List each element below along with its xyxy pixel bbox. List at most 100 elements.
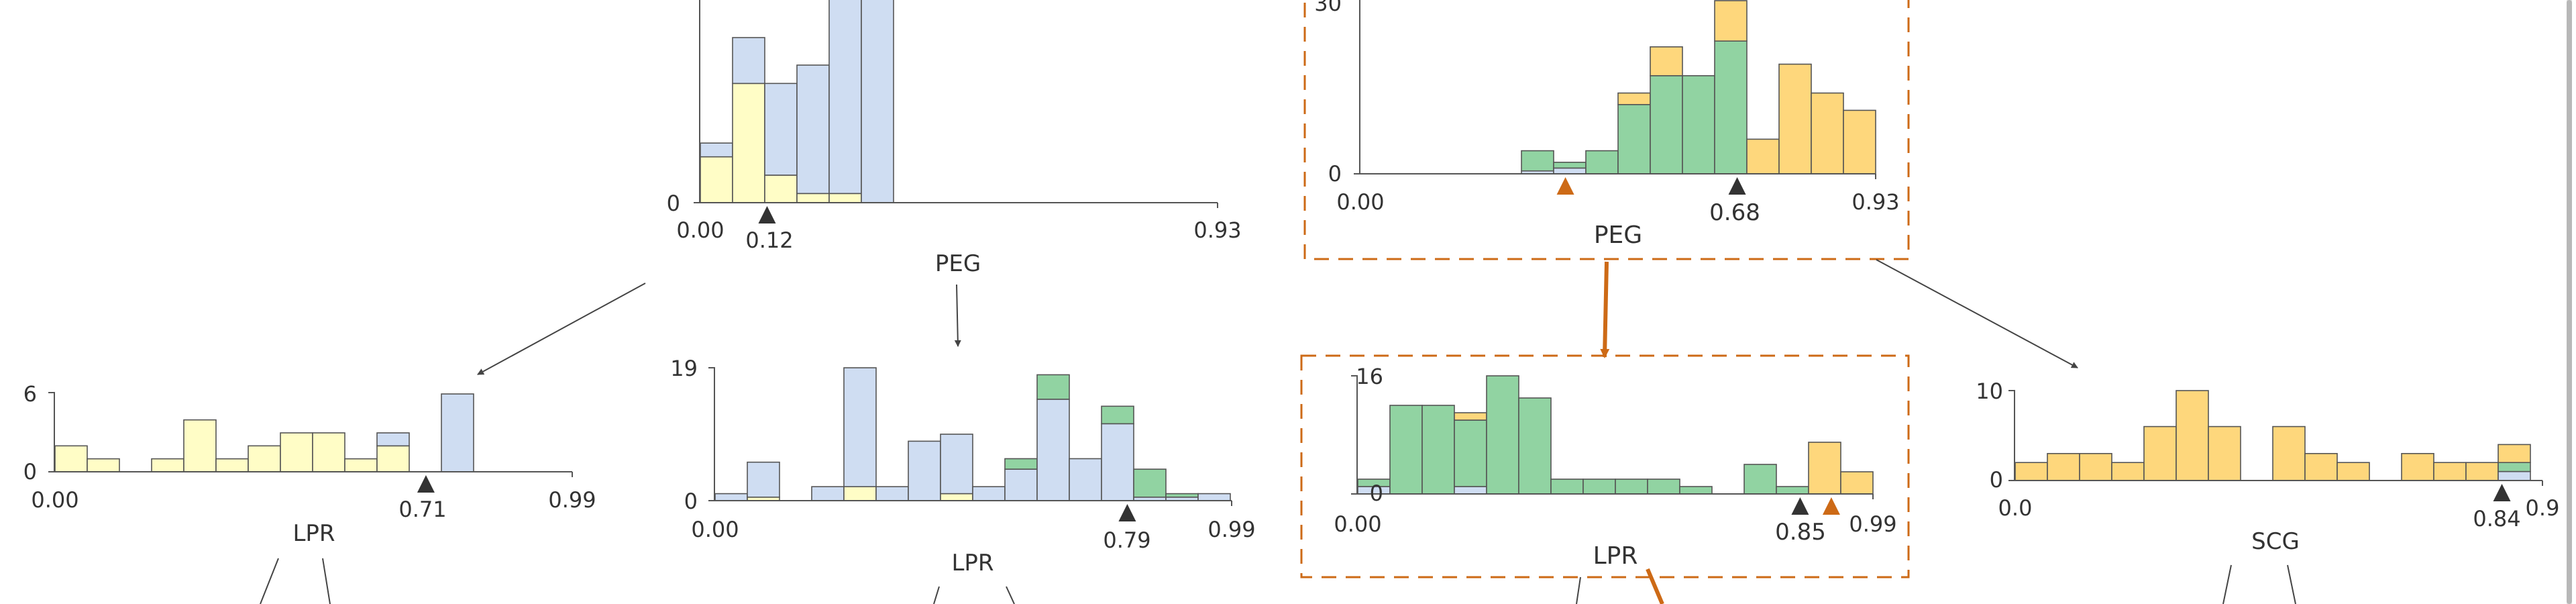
y-tick-label-max: 30 (1314, 0, 1342, 16)
bar-segment (747, 461, 780, 498)
scrollbar-thumb[interactable] (2567, 0, 2572, 604)
bar-segment (2304, 452, 2338, 481)
y-tick-label-0: 0 (1328, 161, 1342, 187)
edge-n4-right (1006, 586, 1015, 604)
y-tick-label-max: 19 (670, 356, 698, 381)
axis-tick-label-min: 0.0 (1998, 495, 2033, 521)
bar-segment (1617, 104, 1651, 174)
edge-n3-left (260, 558, 279, 604)
histogram-plot (1354, 0, 1876, 195)
edge-n2-n5 (1600, 261, 1610, 358)
split-marker (1728, 177, 1746, 195)
bar-segment (1650, 75, 1683, 174)
axis-tick-label-max: 0.93 (1851, 189, 1899, 215)
histogram-node-lpr-left[interactable]: 6 0 0.00 0.99 0.71 LPR (23, 381, 596, 547)
split-value-label: 0.85 (1775, 519, 1826, 546)
bar-segment (875, 486, 909, 501)
bar-segment (843, 486, 877, 501)
bar-segment (2498, 444, 2531, 464)
y-tick-label-0: 0 (1370, 481, 1383, 506)
y-tick-label-0: 0 (684, 489, 698, 514)
bar-segment (2401, 452, 2434, 481)
edge-n6-left (2222, 564, 2232, 604)
bar-segment (1553, 162, 1587, 169)
bar-segment (280, 432, 313, 472)
bar-segment (1714, 40, 1748, 174)
bar-segment (2272, 425, 2306, 481)
histogram-node-peg-root[interactable]: 0.00 0.93 0 0.12 PEG (667, 0, 1242, 277)
bar-segment (2111, 462, 2145, 481)
y-tick-label-0: 0 (667, 191, 680, 216)
bar-segment (732, 37, 765, 85)
bar-segment (940, 493, 973, 501)
edge-n3-right (322, 558, 331, 604)
bar-segment (1776, 486, 1809, 495)
split-marker (1556, 177, 1574, 195)
edge-n1-n4 (954, 284, 961, 347)
bar-segment (376, 445, 410, 472)
histogram-node-lpr-selected[interactable]: 16 0 0.00 0.99 0.85 LPR (1334, 364, 1896, 570)
bar-segment (1389, 405, 1423, 495)
y-tick-label-max: 16 (1356, 364, 1383, 389)
bar-segment (861, 0, 894, 203)
bar-segment (828, 0, 862, 195)
bar-segment (700, 156, 733, 203)
split-marker (417, 475, 435, 493)
bar-segment (183, 419, 217, 472)
bar-segment (1679, 486, 1713, 495)
bar-segment (1811, 92, 1844, 174)
axis-tick-label-max: 0.99 (1208, 517, 1255, 542)
histogram-node-peg-selected[interactable]: 30 0 0.00 0.93 0.68 PEG (1314, 0, 1900, 249)
bar-segment (1069, 458, 1102, 501)
bar-segment (940, 434, 973, 495)
bar-segment (700, 142, 733, 158)
bar-segment (248, 445, 281, 472)
histogram-plot (708, 367, 1232, 521)
y-tick-label-max: 6 (23, 381, 37, 407)
bar-segment (2337, 462, 2370, 481)
bar-segment (1454, 412, 1487, 421)
bar-segment (1486, 375, 1519, 495)
feature-label: PEG (1594, 221, 1642, 249)
edge-n2-n6 (1876, 259, 2078, 368)
feature-label: PEG (935, 250, 981, 277)
bar-segment (1778, 63, 1812, 174)
axis-tick-label-max: 0.93 (1193, 217, 1241, 243)
bar-segment (1585, 150, 1619, 174)
histogram-node-lpr-middle[interactable]: 19 0 0.00 0.99 0.79 LPR (670, 356, 1255, 576)
vertical-scrollbar[interactable] (2567, 0, 2572, 604)
axis-tick-label-max: 0.99 (1849, 511, 1896, 537)
y-tick-label-0: 0 (1990, 467, 2003, 493)
bar-segment (1743, 464, 1777, 495)
split-marker (2493, 484, 2511, 501)
axis-tick-label-min: 0.00 (691, 517, 739, 542)
split-marker (1118, 504, 1136, 521)
axis-tick-label-max: 0.99 (548, 487, 596, 513)
bar-segment (796, 64, 830, 195)
bar-segment (1550, 479, 1584, 495)
feature-label: LPR (292, 520, 335, 547)
bar-segment (1133, 468, 1167, 498)
histogram-node-scg-right[interactable]: 10 0 0.0 0.9 0.84 SCG (1976, 379, 2559, 555)
bar-segment (764, 174, 798, 203)
highlight-box-n2 (1303, 0, 1910, 260)
bar-segment (151, 458, 184, 472)
bar-segment (1521, 150, 1554, 172)
bar-segment (2047, 452, 2080, 481)
bar-segment (215, 458, 249, 472)
bar-segment (1454, 419, 1487, 487)
bar-segment (1197, 493, 1231, 501)
bar-segment (714, 493, 748, 501)
feature-label: SCG (2251, 528, 2300, 555)
bar-segment (312, 432, 345, 472)
bar-segment (811, 486, 845, 501)
axis-tick-label-max: 0.9 (2526, 495, 2560, 521)
bar-segment (1036, 399, 1070, 501)
axis-tick-label-min: 0.00 (676, 217, 724, 243)
bar-segment (1004, 458, 1038, 470)
bar-segment (1615, 479, 1648, 495)
bar-segment (2079, 452, 2112, 481)
split-marker (1791, 497, 1809, 515)
bar-segment (1746, 138, 1780, 174)
bar-segment (2465, 462, 2499, 481)
